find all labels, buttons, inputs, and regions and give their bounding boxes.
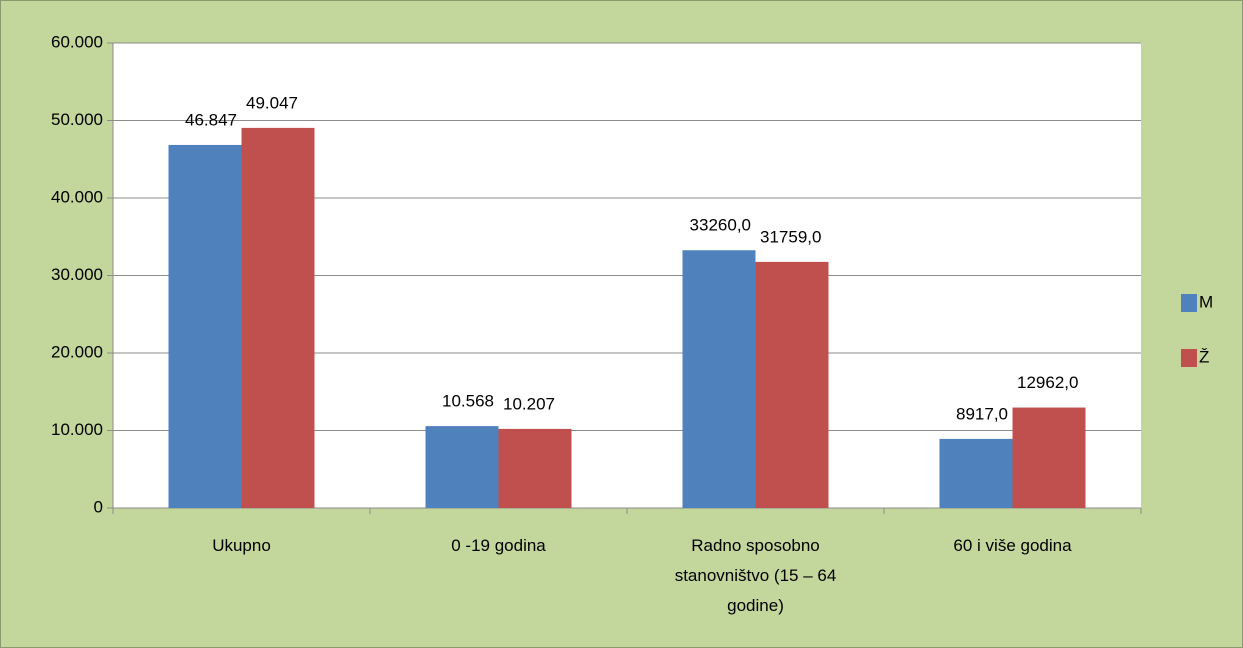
- value-label: 10.207: [503, 394, 555, 413]
- y-tick-label: 30.000: [51, 265, 103, 284]
- legend-label: M: [1199, 292, 1213, 311]
- y-tick-label: 50.000: [51, 110, 103, 129]
- legend-label: Ž: [1199, 347, 1209, 366]
- bar: [168, 144, 242, 509]
- y-tick-label: 40.000: [51, 187, 103, 206]
- value-label: 10.568: [442, 392, 494, 411]
- bar: [241, 127, 315, 509]
- legend-swatch: [1181, 294, 1197, 312]
- value-label: 46.847: [185, 110, 237, 129]
- x-tick-label: Ukupno: [212, 536, 271, 555]
- bar: [682, 250, 756, 509]
- value-label: 49.047: [246, 93, 298, 112]
- y-tick-label: 20.000: [51, 342, 103, 361]
- y-tick-label: 0: [94, 497, 103, 516]
- value-label: 8917,0: [956, 404, 1008, 423]
- y-tick-label: 60.000: [51, 32, 103, 51]
- legend-swatch: [1181, 349, 1197, 367]
- bar: [498, 428, 572, 508]
- bar: [1012, 407, 1086, 508]
- y-tick-label: 10.000: [51, 420, 103, 439]
- x-tick-label: 60 i više godina: [953, 536, 1072, 555]
- bar: [755, 261, 829, 508]
- value-label: 31759,0: [760, 227, 821, 246]
- x-tick-label: Radno sposobno stanovništvo (15 – 64 god…: [674, 536, 837, 615]
- x-tick-label: 0 -19 godina: [451, 536, 546, 555]
- bar: [425, 426, 499, 508]
- value-label: 33260,0: [690, 216, 751, 235]
- bar: [939, 438, 1013, 508]
- value-label: 12962,0: [1017, 373, 1078, 392]
